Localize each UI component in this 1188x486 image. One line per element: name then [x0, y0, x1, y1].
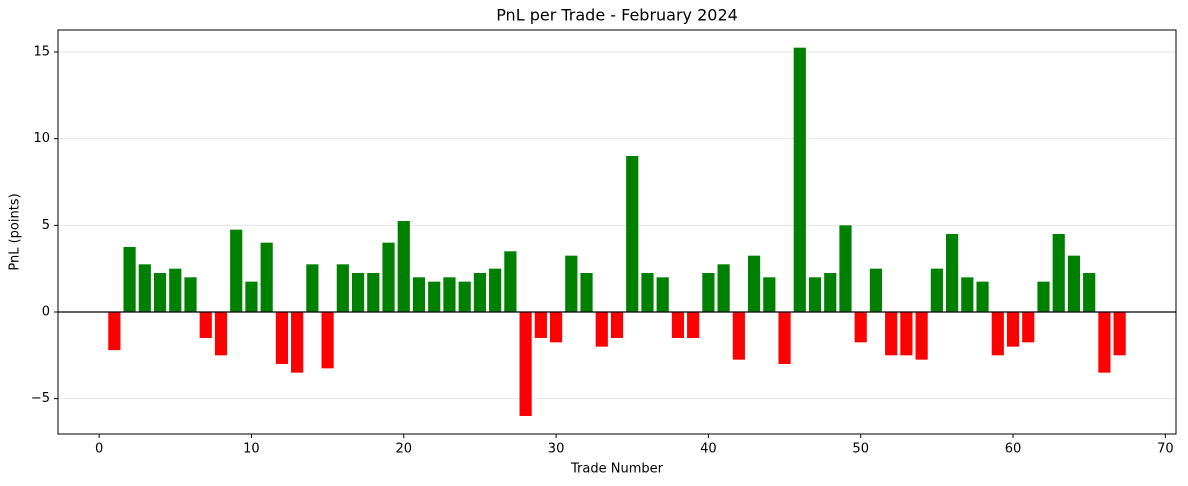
- x-tick-label: 70: [1157, 442, 1174, 457]
- x-axis-label: Trade Number: [570, 462, 664, 477]
- bar: [473, 272, 487, 312]
- bar: [671, 311, 685, 338]
- bar: [747, 255, 761, 312]
- bar: [549, 311, 563, 343]
- bar: [991, 311, 1004, 356]
- bar: [397, 220, 410, 312]
- bar: [1113, 311, 1126, 356]
- bar: [199, 311, 212, 338]
- bar: [184, 277, 197, 312]
- bar: [138, 264, 151, 312]
- y-tick-label: 15: [33, 45, 50, 60]
- bar: [351, 272, 365, 312]
- bar: [1037, 281, 1050, 312]
- bar: [793, 47, 806, 312]
- bar: [869, 268, 883, 312]
- bar: [580, 272, 593, 312]
- bar: [610, 311, 624, 338]
- y-tick-label: 0: [42, 304, 50, 319]
- x-tick-label: 40: [700, 442, 717, 457]
- bar: [565, 255, 578, 312]
- bar: [367, 272, 380, 312]
- bar: [763, 277, 776, 312]
- bar: [930, 268, 943, 312]
- x-tick-label: 0: [95, 442, 103, 457]
- bar: [169, 268, 182, 312]
- bar: [961, 277, 974, 312]
- bar: [1006, 311, 1020, 347]
- x-tick-label: 50: [852, 442, 869, 457]
- bar: [702, 272, 715, 312]
- bar: [885, 311, 898, 356]
- y-tick-label: 10: [33, 131, 50, 146]
- chart-title: PnL per Trade - February 2024: [496, 6, 738, 25]
- bar: [519, 311, 532, 416]
- bar: [458, 281, 471, 312]
- bar: [214, 311, 228, 356]
- y-tick-label: −5: [31, 391, 50, 406]
- bar: [900, 311, 913, 356]
- bar: [946, 233, 959, 312]
- plot-frame: [57, 29, 1177, 435]
- bar: [153, 272, 167, 312]
- bar: [854, 311, 867, 343]
- bar: [1052, 233, 1065, 312]
- x-tick-label: 60: [1005, 442, 1022, 457]
- bar: [260, 242, 273, 312]
- bar: [717, 264, 730, 312]
- x-tick-label: 30: [548, 442, 565, 457]
- bar: [808, 277, 822, 312]
- bar: [489, 268, 502, 312]
- bar: [123, 246, 136, 312]
- bar: [656, 277, 669, 312]
- y-axis-label: PnL (points): [8, 193, 23, 270]
- bar: [732, 311, 745, 360]
- bar: [839, 225, 852, 312]
- bar: [595, 311, 608, 347]
- bar: [230, 229, 243, 312]
- bar: [382, 242, 395, 312]
- bar: [1067, 255, 1081, 312]
- bar: [687, 311, 700, 338]
- y-tick-label: 5: [42, 218, 50, 233]
- bar: [778, 311, 791, 364]
- bar: [245, 281, 258, 312]
- bar: [336, 264, 349, 312]
- bar: [626, 156, 639, 312]
- bar: [108, 311, 121, 351]
- bar: [641, 272, 654, 312]
- bar: [504, 251, 517, 312]
- bar: [1083, 272, 1096, 312]
- bar: [291, 311, 304, 373]
- x-tick-label: 10: [243, 442, 260, 457]
- bar: [534, 311, 547, 338]
- bar: [428, 281, 441, 312]
- bar: [915, 311, 928, 360]
- bar: [443, 277, 456, 312]
- bar: [976, 281, 989, 312]
- bar: [824, 272, 837, 312]
- x-tick-label: 20: [395, 442, 412, 457]
- bar: [1022, 311, 1035, 343]
- bar: [321, 311, 334, 369]
- bar: [412, 277, 426, 312]
- bar: [1098, 311, 1111, 373]
- bar: [306, 264, 319, 312]
- bar: [275, 311, 288, 364]
